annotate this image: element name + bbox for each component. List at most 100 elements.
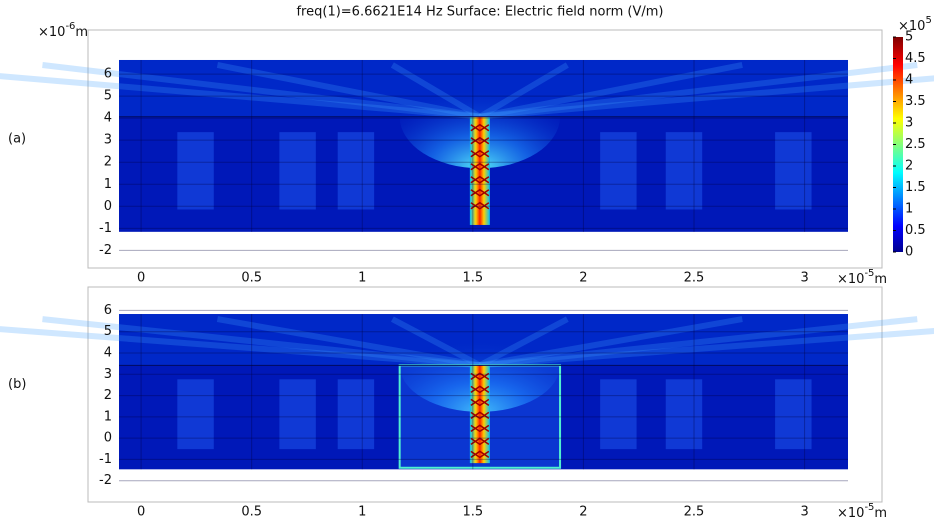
field-fringe	[279, 132, 316, 210]
field-beam	[216, 62, 481, 120]
x-tick-label: 0	[137, 505, 145, 519]
colorbar-scale-label: ×105	[898, 15, 932, 34]
field-node	[470, 398, 490, 407]
x-tick-label: 1.5	[462, 505, 483, 519]
colorbar-tick-label: 0	[905, 245, 913, 260]
field-beam	[42, 62, 481, 120]
y-tick-label: -1	[99, 452, 112, 467]
field-node	[470, 149, 490, 158]
y-tick-label: 6	[104, 303, 112, 318]
y-tick-label: 3	[104, 367, 112, 382]
field-node	[470, 136, 490, 145]
scale-base: ×10	[898, 19, 925, 34]
field-beam	[390, 316, 482, 368]
scale-unit: m	[874, 272, 887, 287]
colorbar	[893, 37, 903, 252]
scale-unit: m	[75, 25, 88, 40]
field-node	[470, 385, 490, 394]
field-fringe	[665, 379, 703, 450]
panel-label: (b)	[8, 377, 26, 392]
x-tick-label: 1.5	[462, 271, 483, 286]
y-tick-label: -2	[99, 473, 112, 488]
field-fringe	[337, 132, 375, 210]
field-beam	[478, 62, 569, 120]
scale-unit: m	[874, 506, 887, 519]
field-node	[470, 437, 490, 446]
y-tick-label: 5	[104, 89, 112, 104]
field-beam	[479, 316, 743, 369]
y-tick-label: -1	[99, 221, 112, 236]
field-beam	[479, 62, 743, 120]
field-fringe	[279, 379, 316, 450]
y-tick-label: 2	[104, 155, 112, 170]
x-tick-label: 2	[579, 505, 587, 519]
scale-exp: -6	[65, 21, 75, 32]
x-tick-label: 0.5	[241, 505, 262, 519]
panel-label: (a)	[8, 132, 26, 147]
colorbar-tick-label: 1.5	[905, 180, 926, 195]
field-beam	[479, 316, 918, 369]
field-column	[469, 116, 490, 225]
chart-title: freq(1)=6.6621E14 Hz Surface: Electric f…	[296, 5, 663, 20]
y-tick-label: 3	[104, 133, 112, 148]
field-fringe	[775, 132, 812, 210]
colorbar-tick-label: 2	[905, 159, 913, 174]
y-tick-label: 4	[104, 345, 112, 360]
field-node	[470, 424, 490, 433]
colorbar-tick-label: 4.5	[905, 51, 926, 66]
field-fringe	[177, 379, 214, 450]
y-tick-label: 0	[104, 431, 112, 446]
x-tick-label: 2	[579, 271, 587, 286]
field-beam	[0, 326, 481, 369]
field-node	[470, 188, 490, 197]
x-tick-label: 3	[800, 505, 808, 519]
colorbar-tick-label: 3.5	[905, 94, 926, 109]
field-node	[470, 201, 490, 210]
field-beam	[478, 316, 569, 368]
scale-base: ×10	[837, 272, 864, 287]
colorbar-tick-label: 3	[905, 116, 913, 131]
x-tick-label: 3	[800, 271, 808, 286]
scale-exp: -5	[864, 268, 874, 279]
field-node	[470, 450, 490, 459]
field-beam	[216, 316, 481, 369]
y-tick-label: 4	[104, 111, 112, 126]
scale-base: ×10	[837, 506, 864, 519]
y-tick-label: 5	[104, 324, 112, 339]
field-beam	[479, 328, 934, 369]
field-beam	[390, 62, 482, 120]
x-tick-label: 1	[358, 505, 366, 519]
colorbar-tick-label: 4	[905, 73, 913, 88]
field-fringe	[177, 132, 214, 210]
colorbar-tick-label: 1	[905, 202, 913, 217]
field-fringe	[665, 132, 703, 210]
field-node	[470, 123, 490, 132]
y-tick-label: 0	[104, 199, 112, 214]
field-node	[470, 175, 490, 184]
x-scale-label: ×10-5m	[837, 268, 887, 287]
scale-exp: -5	[864, 502, 874, 513]
field-fringe	[600, 132, 637, 210]
x-scale-label: ×10-5m	[837, 502, 887, 519]
colorbar-tick-label: 2.5	[905, 137, 926, 152]
field-beam	[479, 62, 918, 120]
x-tick-label: 0.5	[241, 271, 262, 286]
field-beam	[0, 73, 481, 120]
x-tick-label: 2.5	[684, 505, 705, 519]
x-tick-label: 0	[137, 271, 145, 286]
scale-base: ×10	[38, 25, 65, 40]
field-fringe	[600, 379, 637, 450]
field-beam	[479, 75, 934, 120]
y-tick-label: 2	[104, 388, 112, 403]
colorbar-tick-label: 5	[905, 30, 913, 45]
y-scale-label: ×10-6m	[38, 21, 88, 40]
y-tick-label: 1	[104, 177, 112, 192]
field-node	[470, 162, 490, 171]
field-node	[470, 411, 490, 420]
field-fringe	[775, 379, 812, 450]
colorbar-tick-label: 0.5	[905, 223, 926, 238]
field-node	[470, 372, 490, 381]
y-tick-label: 6	[104, 67, 112, 82]
x-tick-label: 2.5	[684, 271, 705, 286]
